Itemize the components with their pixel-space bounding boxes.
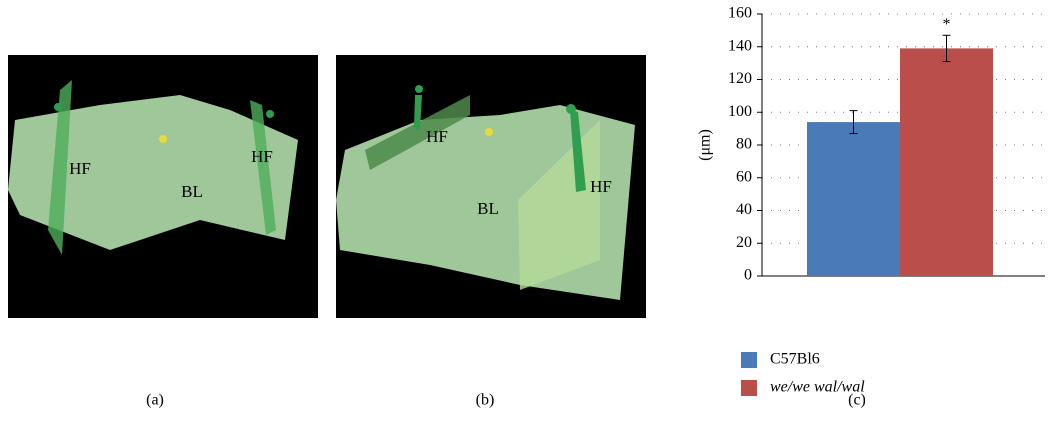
y-tick-label: 160 [728,5,752,22]
y-tick-label: 0 [744,267,752,284]
y-axis-label: (μm) [697,129,714,161]
image-label: BL [181,182,203,201]
y-tick-label: 140 [728,37,752,54]
significance-mark: * [943,16,951,33]
y-tick-label: 100 [728,103,752,120]
figure: HF BL HF HF BL HF (a) (b) (c) (μm) 02040… [0,0,1058,416]
panel-label: (b) [476,392,495,409]
legend-label: C57Bl6 [770,351,820,368]
bar [900,48,993,276]
y-tick-label: 120 [728,70,752,87]
legend-label: we/we wal/wal [770,379,865,396]
panel-a-image: HF BL HF [8,55,318,318]
y-tick-label: 20 [736,234,752,251]
y-tick-label: 40 [736,201,752,218]
y-tick-label: 80 [736,136,752,153]
y-tick-label: 60 [736,168,752,185]
legend-swatch [741,380,757,396]
image-label: BL [477,199,499,218]
image-label: HF [426,127,448,146]
panel-b-image: HF BL HF [336,55,646,318]
legend-swatch [741,352,757,368]
bar [807,122,900,276]
panel-label: (a) [146,392,164,409]
image-label: HF [69,159,91,178]
image-label: HF [251,147,273,166]
image-label: HF [590,177,612,196]
